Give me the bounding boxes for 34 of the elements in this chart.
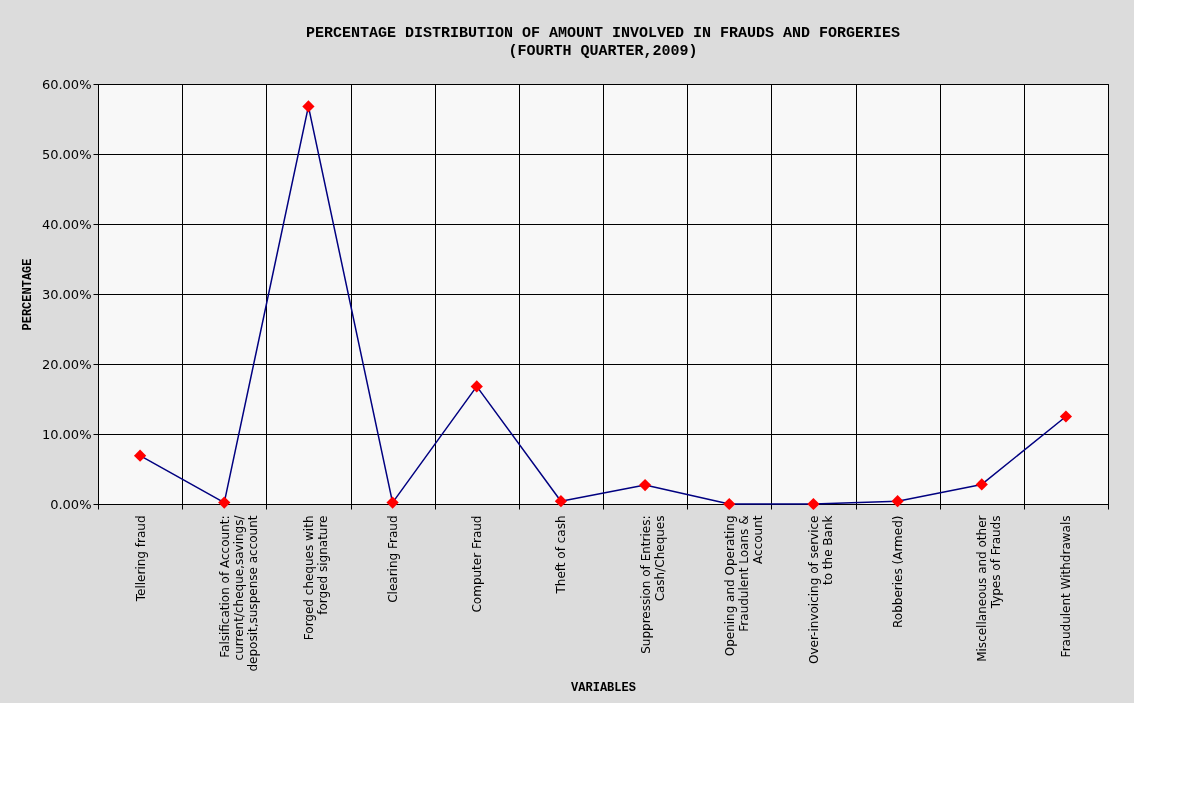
x-tick-label: Theft of cash [554, 515, 569, 595]
x-tick-label: Clearing Fraud [386, 515, 401, 603]
point [975, 478, 988, 491]
y-tick-label: 0.00% [50, 496, 92, 512]
x-tick-label: Over-invoicing of service to the Bank [806, 515, 835, 664]
chart-title: PERCENTAGE DISTRIBUTION OF AMOUNT INVOLVED IN FRAUDS AND FORGERIES [305, 25, 901, 42]
y-tick-label: 60.00% [41, 76, 92, 92]
y-axis-title: PERCENTAGE [20, 258, 35, 331]
point [638, 478, 652, 492]
point [723, 497, 736, 511]
point [554, 495, 568, 508]
point [218, 496, 231, 509]
x-tick-label: Fraudulent Withdrawals [1059, 515, 1074, 658]
y-tick-label: 50.00% [41, 146, 92, 162]
x-axis-title: VARIABLES [571, 680, 636, 695]
x-tick-label: Computer Fraud [470, 515, 485, 613]
point [133, 449, 147, 462]
y-tick-label: 20.00% [41, 356, 92, 372]
point [1059, 410, 1073, 423]
point [302, 100, 315, 113]
point [807, 497, 820, 511]
x-tick-label: Opening and Operating Fraudulent Loans & Account [722, 515, 765, 657]
point [386, 496, 399, 509]
x-tick-label: Tellering fraud [133, 515, 148, 603]
x-tick-label: Suppression of Entries: Cash/Cheques [638, 515, 667, 654]
chart-subtitle: (FOURTH QUARTER,2009) [508, 43, 698, 60]
point [470, 380, 483, 393]
point [891, 495, 904, 508]
x-tick-label: Miscellaneous and other Types of Frauds [975, 515, 1004, 662]
y-tick-label: 30.00% [41, 286, 92, 302]
y-tick-label: 10.00% [41, 426, 92, 442]
x-tick-label: Robberies (Armed) [891, 515, 906, 628]
y-tick-label: 40.00% [41, 216, 92, 232]
x-tick-label: Falsification of Account: current/cheque,savings/ deposit,suspense account [217, 514, 260, 672]
